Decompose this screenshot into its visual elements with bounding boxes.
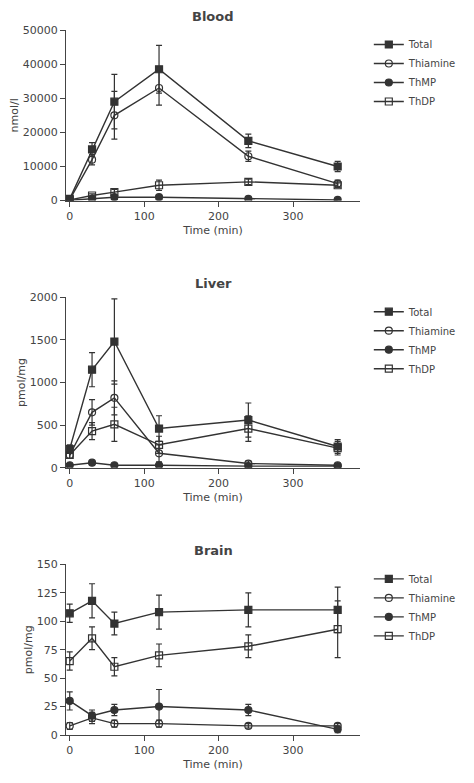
svg-text:0: 0 xyxy=(51,462,58,475)
svg-text:40000: 40000 xyxy=(23,58,58,71)
svg-text:50000: 50000 xyxy=(23,24,58,37)
svg-text:10000: 10000 xyxy=(23,160,58,173)
svg-text:Brain: Brain xyxy=(194,543,233,558)
svg-text:0: 0 xyxy=(51,194,58,207)
svg-text:300: 300 xyxy=(283,210,304,223)
svg-text:pmol/mg: pmol/mg xyxy=(22,625,35,674)
svg-text:300: 300 xyxy=(283,477,304,490)
svg-text:Time (min): Time (min) xyxy=(182,491,243,504)
svg-text:Time (min): Time (min) xyxy=(182,758,243,771)
svg-text:1500: 1500 xyxy=(30,334,58,347)
svg-text:0: 0 xyxy=(51,729,58,742)
svg-text:ThDP: ThDP xyxy=(408,96,435,107)
svg-text:100: 100 xyxy=(37,615,58,628)
svg-text:200: 200 xyxy=(208,210,229,223)
svg-text:Total: Total xyxy=(408,39,432,50)
svg-text:ThMP: ThMP xyxy=(408,612,436,623)
svg-text:100: 100 xyxy=(134,477,155,490)
svg-text:100: 100 xyxy=(134,744,155,757)
svg-text:1000: 1000 xyxy=(30,376,58,389)
svg-text:Liver: Liver xyxy=(195,276,232,291)
svg-text:100: 100 xyxy=(134,210,155,223)
svg-text:75: 75 xyxy=(44,644,58,657)
svg-text:125: 125 xyxy=(37,587,58,600)
svg-text:nmol/l: nmol/l xyxy=(8,98,21,132)
svg-text:50: 50 xyxy=(44,672,58,685)
svg-text:300: 300 xyxy=(283,744,304,757)
svg-text:Total: Total xyxy=(408,574,432,585)
svg-text:20000: 20000 xyxy=(23,126,58,139)
svg-text:ThMP: ThMP xyxy=(408,77,436,88)
svg-text:200: 200 xyxy=(208,477,229,490)
svg-text:ThDP: ThDP xyxy=(408,631,435,642)
svg-text:Blood: Blood xyxy=(192,9,234,24)
svg-text:150: 150 xyxy=(37,558,58,571)
svg-text:0: 0 xyxy=(66,744,73,757)
svg-text:200: 200 xyxy=(208,744,229,757)
svg-text:ThMP: ThMP xyxy=(408,345,436,356)
svg-text:Time (min): Time (min) xyxy=(182,224,243,237)
svg-text:0: 0 xyxy=(66,477,73,490)
svg-text:500: 500 xyxy=(37,419,58,432)
svg-text:ThDP: ThDP xyxy=(408,364,435,375)
svg-text:pmol/mg: pmol/mg xyxy=(15,358,28,407)
svg-text:2000: 2000 xyxy=(30,291,58,304)
svg-text:0: 0 xyxy=(66,210,73,223)
svg-text:Thiamine: Thiamine xyxy=(408,326,455,337)
svg-text:25: 25 xyxy=(44,700,58,713)
svg-text:Thiamine: Thiamine xyxy=(408,593,455,604)
svg-text:30000: 30000 xyxy=(23,92,58,105)
svg-text:Total: Total xyxy=(408,307,432,318)
svg-text:Thiamine: Thiamine xyxy=(408,58,455,69)
